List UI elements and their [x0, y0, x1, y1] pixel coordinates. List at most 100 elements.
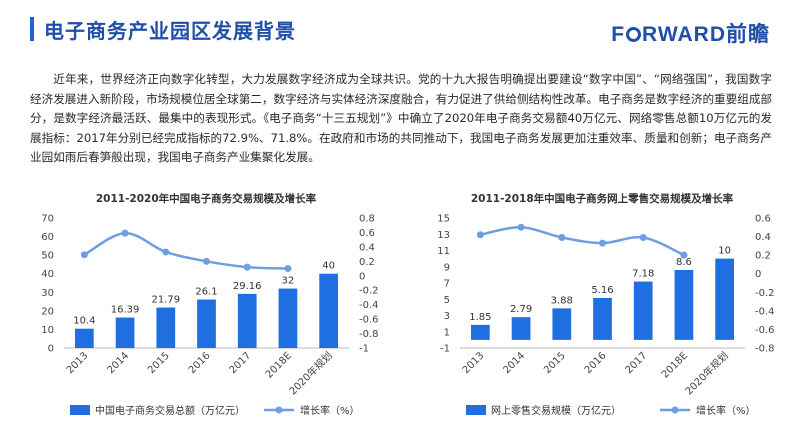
- chart1-y-tick-label: 60: [41, 232, 54, 243]
- chart1-y2-tick-label: 0: [359, 271, 365, 282]
- chart1-y2-tick-label: -1: [359, 344, 369, 355]
- chart1-x-tick-label: 2017: [228, 350, 254, 376]
- logo-o-icon: [626, 27, 642, 42]
- chart1-bar-label: 29.16: [233, 281, 262, 292]
- chart1-bar: [237, 293, 257, 348]
- chart1-growth-point: [80, 251, 88, 259]
- chart1-bar: [74, 328, 94, 348]
- chart1-bar: [115, 317, 135, 348]
- logo-text-rest: RWARD前瞻: [642, 23, 770, 46]
- chart2-x-tick-label: 2015: [542, 350, 568, 376]
- chart2-y-tick-label: -1: [440, 344, 450, 355]
- chart2-y-tick-label: 3: [444, 311, 450, 322]
- chart1-bar-label: 26.1: [195, 287, 217, 298]
- chart1-bar: [278, 288, 298, 348]
- chart1-bar-label: 16.39: [111, 305, 140, 316]
- chart1-bar-label: 40: [322, 261, 335, 272]
- chart2-bar: [633, 281, 653, 340]
- chart-online-retail-svg: 2011-2018年中国电子商务网上零售交易规模及增长率-11357911131…: [437, 192, 775, 417]
- chart1-x-tick-label: 2018E: [264, 350, 294, 380]
- chart-online-retail: 2011-2018年中国电子商务网上零售交易规模及增长率 -1 1 3 5 7 9 11 13 1…: [420, 190, 790, 434]
- chart2-y2-tick-label: 0: [755, 269, 761, 280]
- chart2-bar: [470, 324, 490, 340]
- chart2-y-tick-label: 15: [437, 214, 450, 225]
- chart2-bar-label: 5.16: [591, 285, 613, 296]
- chart1-growth-point: [243, 263, 251, 271]
- chart1-bar-label: 21.79: [151, 295, 180, 306]
- chart2-y2-tick-label: -0.8: [755, 344, 775, 355]
- chart2-growth-point: [476, 231, 484, 239]
- chart2-legend-line-label: 增长率（%）: [696, 404, 756, 417]
- chart2-bar-label: 2.79: [510, 304, 532, 315]
- chart1-growth-point: [121, 229, 129, 237]
- chart1-growth-point: [284, 265, 292, 273]
- chart2-legend-bar-swatch: [466, 405, 486, 415]
- chart2-y2-tick-label: 0.6: [755, 214, 771, 225]
- chart2-bar: [552, 308, 572, 340]
- chart1-y2-tick-label: 0.4: [359, 242, 375, 253]
- chart2-y-tick-label: 5: [444, 295, 450, 306]
- chart1-x-tick-label: 2016: [187, 350, 213, 376]
- chart1-y2-tick-label: -0.6: [359, 315, 379, 326]
- chart1-x-tick-label: 2020年规划: [286, 349, 334, 397]
- chart2-bar: [674, 270, 694, 340]
- chart1-y-tick-label: 30: [41, 288, 54, 299]
- chart2-y2-tick-label: 0.4: [755, 232, 771, 243]
- chart2-y-tick-label: 13: [437, 230, 450, 241]
- chart1-bar-label: 32: [282, 276, 295, 287]
- chart1-growth-line: [83, 231, 288, 270]
- chart1-y-tick-label: 20: [41, 306, 54, 317]
- chart2-growth-line: [480, 226, 685, 257]
- chart2-y2-tick-label: -0.4: [755, 306, 775, 317]
- chart2-bar: [593, 297, 612, 340]
- chart1-growth-point: [162, 248, 170, 256]
- chart1-legend-bar-swatch: [70, 405, 90, 415]
- chart2-y-tick-label: 1: [444, 327, 450, 338]
- chart1-x-tick-label: 2013: [65, 350, 91, 376]
- chart2-legend-line-marker: [671, 406, 679, 414]
- chart1-y-tick-label: 10: [41, 325, 54, 336]
- chart-ecommerce-transactions: 2011-2020年中国电子商务交易规模及增长率 0 10 20 30 40 50 60 70 -…: [24, 190, 394, 434]
- chart2-y2-tick-label: -0.6: [755, 325, 775, 336]
- chart2-bar-label: 8.6: [676, 257, 692, 268]
- chart2-bar: [511, 317, 531, 340]
- chart2-legend-bar-label: 网上零售交易规模（万亿元）: [491, 404, 621, 417]
- chart1-y2-tick-label: -0.8: [359, 329, 379, 340]
- chart2-growth-point: [558, 234, 566, 241]
- chart2-y-tick-label: 9: [444, 262, 450, 273]
- page-title: 电子商务产业园区发展背景: [44, 18, 296, 43]
- chart2-bar-label: 1.85: [469, 312, 491, 323]
- chart2-growth-point: [639, 234, 647, 241]
- chart2-growth-point: [680, 251, 688, 259]
- chart2-bar-label: 3.88: [551, 295, 573, 306]
- chart1-y2-tick-label: 0.6: [359, 228, 375, 239]
- chart1-x-tick-label: 2015: [146, 350, 172, 376]
- chart1-bar: [319, 273, 339, 348]
- chart1-bar-label: 10.4: [73, 316, 95, 327]
- chart2-x-tick-label: 2014: [501, 350, 527, 376]
- chart1-growth-point: [203, 257, 210, 265]
- chart2-y-tick-label: 7: [444, 279, 450, 290]
- chart1-y2-tick-label: -0.2: [359, 286, 379, 297]
- chart1-y2-tick-label: 0.2: [359, 257, 375, 268]
- chart2-x-tick-label: 2013: [461, 350, 487, 376]
- chart1-y-tick-label: 50: [41, 251, 54, 262]
- chart1-legend-line-marker: [275, 406, 283, 414]
- chart1-x-tick-label: 2014: [105, 350, 131, 376]
- title-accent-bar: [30, 17, 34, 41]
- chart2-growth-point: [517, 223, 525, 231]
- chart2-x-tick-label: 2017: [624, 350, 650, 376]
- chart1-title: 2011-2020年中国电子商务交易规模及增长率: [96, 192, 317, 205]
- chart1-y2-tick-label: -0.4: [359, 300, 379, 311]
- chart2-y-tick-label: 11: [437, 246, 450, 257]
- chart2-x-tick-label: 2016: [583, 350, 609, 376]
- logo-text-f: F: [611, 23, 626, 46]
- chart2-y2-tick-label: -0.2: [755, 288, 775, 299]
- chart2-x-tick-label: 2020年规划: [682, 349, 730, 397]
- chart1-y-tick-label: 0: [48, 344, 54, 355]
- brand-logo: F RWARD前瞻: [611, 18, 770, 48]
- chart-ecommerce-transactions-svg: 2011-2020年中国电子商务交易规模及增长率 0 10 20 30 40 50 60 70 -…: [41, 192, 379, 417]
- chart2-growth-point: [599, 239, 606, 247]
- chart1-bar: [156, 307, 176, 348]
- chart2-x-tick-label: 2018E: [660, 350, 690, 380]
